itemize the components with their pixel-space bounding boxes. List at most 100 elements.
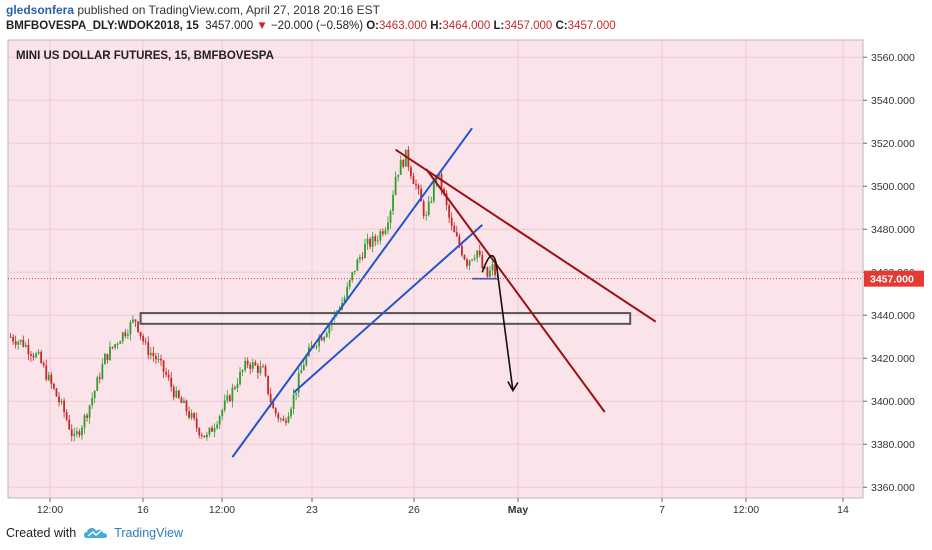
- candle-down: [193, 413, 196, 419]
- candle-up: [157, 358, 160, 360]
- last-price-tag-label: 3457.000: [870, 274, 914, 286]
- candle-down: [155, 356, 157, 360]
- candle-up: [35, 353, 37, 358]
- candle-down: [267, 375, 269, 394]
- candle-up: [427, 201, 430, 216]
- candle-up: [206, 434, 208, 438]
- candle-down: [450, 217, 453, 226]
- x-tick-label: 12:00: [733, 504, 759, 516]
- candle-up: [259, 366, 262, 373]
- candle-down: [402, 159, 405, 167]
- candle-down: [369, 238, 371, 247]
- y-tick-label: 3440.000: [871, 310, 915, 322]
- candle-down: [374, 236, 377, 242]
- candle-down: [381, 231, 384, 234]
- y-tick-label: 3520.000: [871, 138, 915, 150]
- candle-up: [109, 346, 111, 361]
- candle-down: [53, 383, 55, 389]
- candle-up: [223, 400, 226, 410]
- candle-up: [300, 370, 303, 374]
- candle-down: [167, 374, 170, 378]
- candles: [9, 146, 499, 442]
- candle-down: [246, 360, 249, 365]
- candle-down: [422, 201, 425, 216]
- candle-up: [302, 364, 305, 371]
- author-name[interactable]: gledsonfera: [6, 3, 75, 17]
- candle-up: [404, 149, 407, 167]
- candle-down: [165, 371, 167, 375]
- candle-down: [68, 419, 71, 430]
- x-tick-label: 26: [408, 504, 420, 516]
- candle-up: [75, 431, 78, 434]
- candle-down: [147, 342, 150, 356]
- x-tick-label: 12:00: [37, 504, 63, 516]
- candle-down: [144, 341, 147, 343]
- candle-down: [412, 176, 415, 184]
- plot-area[interactable]: [7, 39, 864, 499]
- candle-up: [81, 427, 83, 436]
- candle-down: [86, 415, 88, 418]
- x-tick-label: 7: [659, 504, 665, 516]
- candle-up: [104, 353, 106, 365]
- support-zone-rect: [139, 312, 632, 325]
- candle-up: [251, 362, 254, 369]
- candle-down: [361, 257, 364, 259]
- candle-down: [134, 319, 137, 322]
- candle-down: [277, 413, 280, 419]
- blue-trendline: [231, 127, 473, 458]
- candle-down: [272, 402, 275, 409]
- candle-down: [55, 388, 58, 397]
- low-value: 3457.000: [504, 20, 553, 32]
- candle-down: [228, 395, 231, 402]
- candle-up: [432, 181, 435, 202]
- candle-up: [60, 400, 63, 403]
- axes: 3560.000 3540.000 3520.000 3500.000 3480.000…: [37, 52, 924, 516]
- candle-down: [142, 336, 145, 342]
- published-text: published on TradingView.com, April 27, …: [77, 3, 381, 17]
- candle-down: [78, 431, 81, 436]
- grid: [8, 40, 863, 498]
- candle-up: [88, 405, 91, 418]
- y-tick-label: 3380.000: [871, 439, 915, 451]
- chart-title: MINI US DOLLAR FUTURES, 15, BMFBOVESPA: [16, 50, 274, 62]
- candle-up: [244, 360, 247, 371]
- close-value: 3457.000: [567, 20, 616, 32]
- candle-down: [98, 377, 101, 379]
- candle-up: [231, 387, 234, 402]
- candle-down: [440, 173, 443, 189]
- candle-up: [221, 409, 224, 417]
- candle-up: [295, 392, 298, 395]
- x-tick-label: 14: [837, 504, 849, 516]
- created-with-label: Created with: [6, 526, 77, 540]
- change-value: −20.000 (−0.58%): [270, 20, 364, 32]
- candle-up: [476, 250, 479, 259]
- y-tick-label: 3400.000: [871, 396, 915, 408]
- candle-down: [466, 259, 468, 266]
- candle-up: [315, 346, 318, 348]
- candle-up: [343, 298, 346, 303]
- candle-up: [287, 416, 290, 423]
- candle-up: [236, 384, 239, 389]
- y-tick-label: 3560.000: [871, 52, 915, 64]
- candle-down: [320, 337, 323, 341]
- candle-down: [410, 167, 412, 177]
- candle-down: [417, 185, 420, 190]
- symbol-ohlc-line: BMFBOVESPA_DLY:WDOK2018, 15 3457.000 ▼ −…: [6, 20, 616, 32]
- candle-down: [486, 266, 489, 277]
- candle-down: [106, 353, 109, 361]
- candle-up: [119, 341, 122, 344]
- candle-down: [264, 366, 267, 376]
- candle-up: [310, 345, 313, 348]
- candle-up: [489, 270, 491, 277]
- down-arrow-icon: ▼: [256, 20, 268, 32]
- candle-up: [175, 390, 178, 398]
- candle-up: [121, 332, 124, 342]
- tradingview-link[interactable]: TradingView: [84, 526, 183, 540]
- candle-down: [65, 412, 68, 420]
- footer: Created with TradingView: [6, 526, 183, 540]
- projection-arrow: [481, 255, 514, 391]
- candle-down: [203, 435, 206, 438]
- y-tick-label: 3360.000: [871, 482, 915, 494]
- candle-up: [328, 324, 331, 334]
